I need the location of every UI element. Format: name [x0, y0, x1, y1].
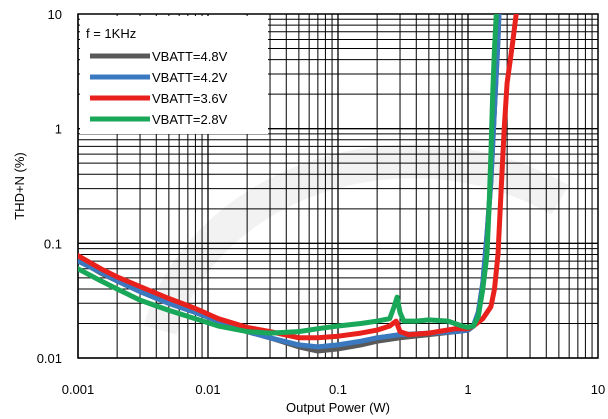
legend-label: VBATT=4.2V — [152, 70, 228, 85]
series-line — [78, 14, 519, 341]
y-tick-labels: 0.01 0.1 1 10 — [37, 7, 62, 366]
legend: f = 1KHz VBATT=4.8VVBATT=4.2VVBATT=3.6VV… — [80, 16, 268, 134]
x-tick-labels: 0.001 0.01 0.1 1 10 — [62, 382, 606, 397]
series-line — [78, 14, 499, 336]
x-tick-label: 0.01 — [195, 382, 220, 397]
y-tick-label: 10 — [48, 7, 62, 22]
x-tick-label: 1 — [464, 382, 471, 397]
x-axis-title: Output Power (W) — [286, 400, 390, 415]
legend-label: VBATT=3.6V — [152, 91, 228, 106]
y-tick-label: 0.1 — [44, 236, 62, 251]
x-tick-label: 0.1 — [329, 382, 347, 397]
legend-title: f = 1KHz — [86, 26, 136, 41]
x-tick-label: 10 — [591, 382, 605, 397]
series-lines — [78, 14, 519, 354]
x-tick-label: 0.001 — [62, 382, 95, 397]
plot-area — [77, 13, 599, 359]
y-tick-label: 0.01 — [37, 351, 62, 366]
legend-label: VBATT=4.8V — [152, 49, 228, 64]
legend-label: VBATT=2.8V — [152, 112, 228, 127]
y-tick-label: 1 — [55, 122, 62, 137]
legend-entries: VBATT=4.8V VBATT=4.2V VBATT=3.6V VBATT=2.8V — [90, 49, 228, 127]
y-axis-title: THD+N (%) — [12, 152, 27, 220]
